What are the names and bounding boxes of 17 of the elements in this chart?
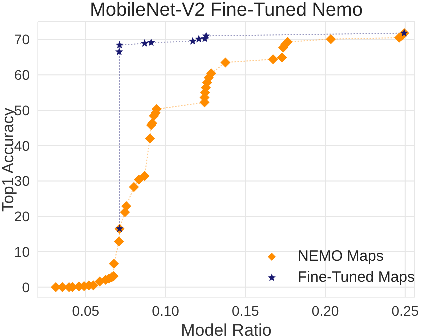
x-tick-label: 0.15 bbox=[232, 302, 260, 319]
legend-label: NEMO Maps bbox=[298, 247, 384, 267]
y-tick-label: 0 bbox=[22, 279, 30, 296]
y-tick-label: 50 bbox=[14, 102, 30, 118]
x-tick-label: 0.05 bbox=[72, 302, 100, 319]
x-tick-label: 0.20 bbox=[312, 302, 340, 319]
x-axis-title: Model Ratio bbox=[181, 321, 272, 336]
x-tick-label: 0.10 bbox=[152, 302, 180, 319]
y-tick-label: 70 bbox=[14, 32, 30, 48]
y-tick-label: 40 bbox=[14, 138, 30, 154]
x-tick-label: 0.25 bbox=[392, 302, 420, 319]
y-tick-label: 10 bbox=[14, 244, 30, 260]
legend-label: Fine-Tuned Maps bbox=[298, 268, 415, 288]
y-tick-label: 30 bbox=[14, 173, 30, 190]
y-tick-label: 60 bbox=[14, 67, 30, 84]
y-tick-label: 20 bbox=[14, 208, 30, 225]
chart-title: MobileNet-V2 Fine-Tuned Nemo bbox=[89, 0, 364, 22]
